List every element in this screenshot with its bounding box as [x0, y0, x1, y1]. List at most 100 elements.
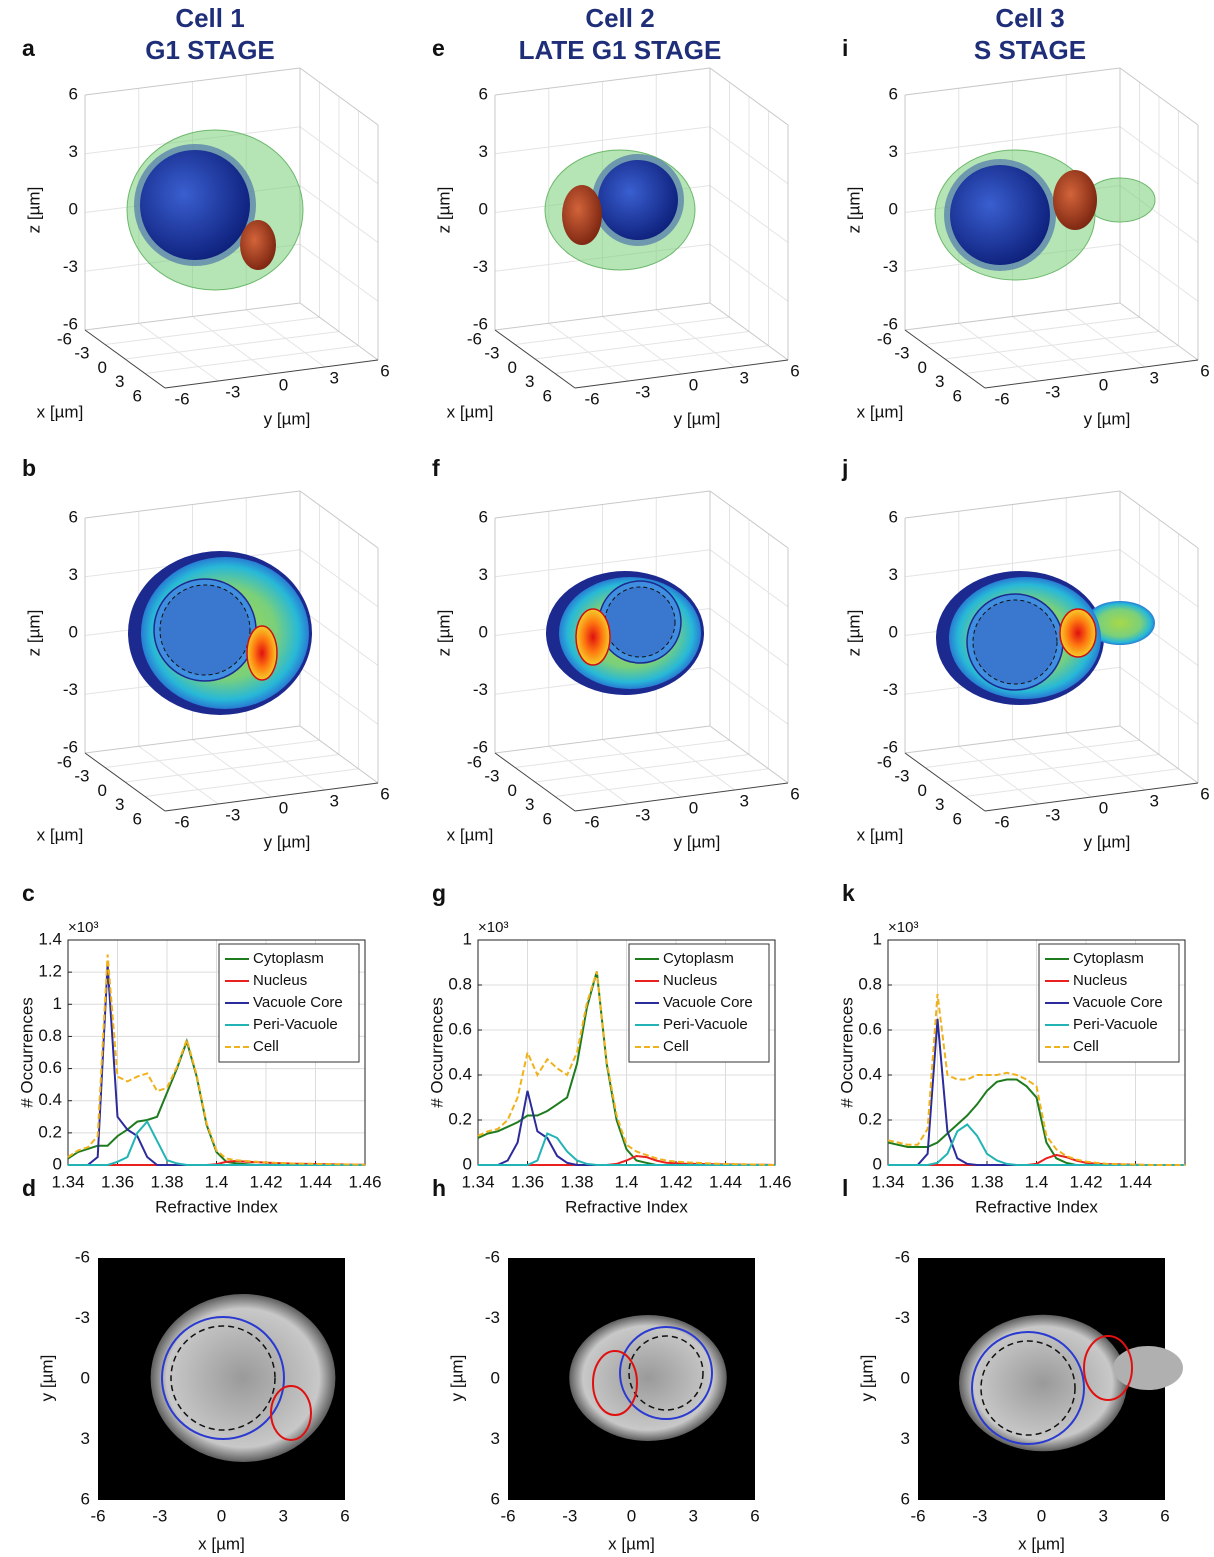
y-tick-label: 6 — [81, 1489, 90, 1508]
y-tick-label: 3 — [330, 791, 339, 810]
x-tick-label: 1.4 — [205, 1172, 229, 1191]
y-tick-label: -3 — [1045, 382, 1060, 401]
legend-label: Peri-Vacuole — [1073, 1016, 1158, 1033]
x-tick-label: -6 — [877, 329, 892, 348]
box-edge — [1119, 490, 1199, 549]
x-tick-label: 1.34 — [871, 1172, 904, 1191]
surface-render — [84, 67, 379, 389]
y-tick-label: 0 — [901, 1368, 910, 1387]
series-line — [477, 971, 776, 1166]
box-edge — [1119, 302, 1199, 361]
y-tick-label: 6 — [380, 784, 389, 803]
x-axis-label: x [µm] — [857, 825, 904, 844]
chart: 1.34 1.36 1.38 1.4 1.42 1.44 0 0.2 0.4 0.6 0.8 1 ×10… — [837, 919, 1186, 1216]
y-tick-label: 6 — [901, 1489, 910, 1508]
x-tick-label: 1.38 — [150, 1172, 183, 1191]
x-tick-label: -6 — [467, 329, 482, 348]
y-tick-label: -6 — [895, 1247, 910, 1266]
box-edge — [1065, 732, 1146, 791]
panel-letter: h — [432, 1175, 446, 1201]
x-tick-label: 0 — [508, 781, 517, 800]
box-edge — [494, 549, 711, 578]
legend-label: Vacuole Core — [253, 994, 343, 1011]
x-tick-label: 6 — [133, 809, 142, 828]
y-tick-label: 0 — [689, 798, 698, 817]
y-multiplier: ×10³ — [478, 919, 508, 936]
y-tick-label: 0.8 — [38, 1026, 62, 1045]
x-tick-label: 0 — [98, 781, 107, 800]
z-tick-label: -3 — [883, 257, 898, 276]
y-tick-label: -6 — [174, 812, 189, 831]
box-edge — [84, 490, 301, 519]
y-tick-label: 0 — [689, 375, 698, 394]
x-axis-label: x [µm] — [447, 825, 494, 844]
x-axis-label: x [µm] — [37, 402, 84, 421]
x-tick-label: -6 — [57, 752, 72, 771]
cell-image — [569, 1315, 727, 1441]
x-tick-label: 1.42 — [659, 1172, 692, 1191]
y-multiplier: ×10³ — [888, 919, 918, 936]
box-edge — [984, 359, 1199, 389]
legend-label: Cell — [1073, 1038, 1099, 1055]
y-tick-label: -6 — [174, 389, 189, 408]
box-edge — [299, 126, 379, 185]
z-axis-label: z [µm] — [24, 187, 43, 234]
cell-image — [959, 1314, 1127, 1452]
box-edge — [904, 329, 986, 389]
box-edge — [709, 725, 789, 784]
z-tick-label: 0 — [889, 622, 898, 641]
box-edge — [299, 490, 379, 549]
y-axis-label: y [µm] — [1084, 409, 1131, 428]
vacuole-surface — [598, 160, 678, 240]
y-tick-label: 1 — [873, 929, 882, 948]
panel-letter: d — [22, 1175, 36, 1201]
x-tick-label: 6 — [953, 809, 962, 828]
y-axis-label: y [µm] — [264, 409, 311, 428]
box-edge — [494, 329, 576, 389]
box-edge — [574, 359, 789, 389]
x-axis-label: Refractive Index — [565, 1197, 688, 1216]
z-tick-label: -6 — [473, 314, 488, 333]
x-tick-label: 1.4 — [1025, 1172, 1049, 1191]
box-edge — [1065, 309, 1146, 368]
z-tick-label: 6 — [479, 507, 488, 526]
y-tick-label: -3 — [895, 1308, 910, 1327]
y-axis-label: y [µm] — [674, 832, 721, 851]
x-tick-label: 6 — [953, 386, 962, 405]
x-axis-label: x [µm] — [857, 402, 904, 421]
box-edge — [84, 302, 301, 331]
box-edge — [709, 608, 789, 666]
surface-render — [494, 67, 789, 389]
box-edge — [904, 126, 1121, 155]
box-edge — [709, 126, 789, 185]
box-edge — [494, 67, 711, 96]
box-edge — [709, 549, 789, 608]
y-tick-label: -6 — [994, 812, 1009, 831]
y-axis-label: y [µm] — [857, 1355, 876, 1402]
x-tick-label: 3 — [525, 372, 534, 391]
x-tick-label: -6 — [910, 1506, 925, 1525]
y-tick-label: 0.8 — [858, 974, 882, 993]
y-tick-label: 3 — [1150, 368, 1159, 387]
legend-label: Vacuole Core — [663, 994, 753, 1011]
nucleus-surface — [240, 220, 276, 270]
y-axis-label: y [µm] — [37, 1355, 56, 1402]
x-tick-label: 1.34 — [461, 1172, 494, 1191]
box-edge — [534, 754, 750, 783]
box-edge — [964, 345, 1179, 374]
z-tick-label: -3 — [473, 680, 488, 699]
box-edge — [245, 309, 326, 368]
y-tick-label: 6 — [1200, 784, 1209, 803]
box-edge — [84, 67, 301, 96]
vacuole-slice — [972, 599, 1058, 685]
z-axis-label: z [µm] — [24, 610, 43, 657]
y-tick-label: 0 — [81, 1368, 90, 1387]
box-edge — [709, 302, 789, 361]
x-tick-label: -3 — [484, 344, 499, 363]
y-tick-label: -6 — [75, 1247, 90, 1266]
x-axis-label: x [µm] — [37, 825, 84, 844]
x-tick-label: 3 — [115, 372, 124, 391]
z-tick-label: 6 — [889, 507, 898, 526]
x-tick-label: 1.4 — [615, 1172, 639, 1191]
